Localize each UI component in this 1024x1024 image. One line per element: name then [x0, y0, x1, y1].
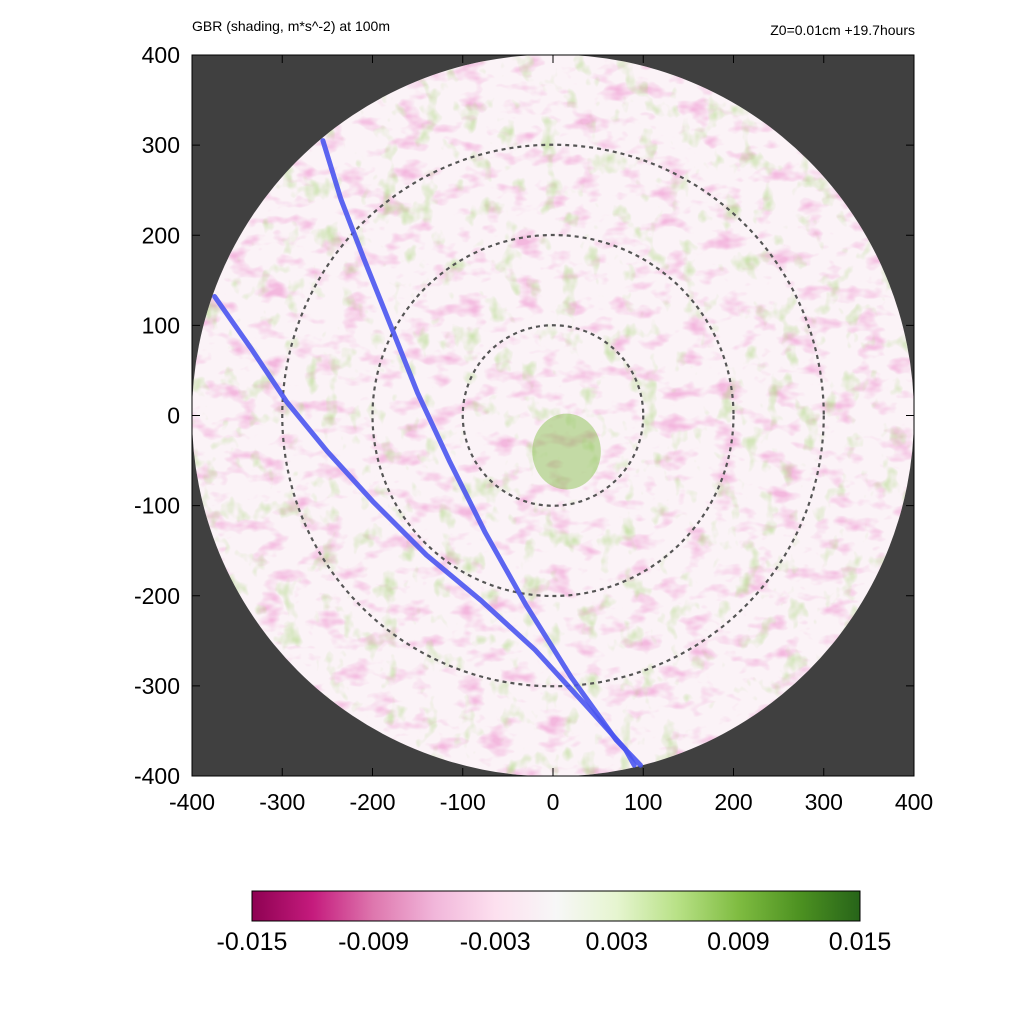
x-tick-label: -400 [169, 789, 215, 815]
y-tick-label: -400 [134, 763, 180, 789]
x-tick-label: -300 [259, 789, 305, 815]
x-tick-label: 400 [895, 789, 933, 815]
y-tick-label: -200 [134, 583, 180, 609]
y-tick-label: 100 [142, 312, 180, 338]
x-tick-label: 100 [624, 789, 662, 815]
y-tick-label: 0 [167, 403, 180, 429]
chart-subtitle: Z0=0.01cm +19.7hours [770, 22, 915, 38]
x-tick-label: 200 [714, 789, 752, 815]
x-tick-label: 300 [805, 789, 843, 815]
y-tick-label: 300 [142, 132, 180, 158]
colorbar-tick-label: -0.009 [338, 928, 409, 956]
y-tick-label: -100 [134, 493, 180, 519]
track-line [320, 138, 643, 768]
colorbar [251, 890, 861, 922]
track-line [212, 294, 637, 768]
range-ring [371, 233, 735, 598]
colorbar-tick-label: 0.003 [586, 928, 649, 956]
y-tick-label: 400 [142, 42, 180, 68]
range-ring [461, 324, 645, 507]
colorbar-tick-label: -0.015 [217, 928, 288, 956]
core-shading [532, 413, 601, 490]
colorbar-tick-label: 0.009 [707, 928, 770, 956]
positive-shading [192, 55, 914, 776]
range-ring [281, 143, 825, 688]
x-tick-label: -200 [349, 789, 395, 815]
y-tick-label: 200 [142, 222, 180, 248]
colorbar-tick-label: -0.003 [460, 928, 531, 956]
colorbar-tick-label: 0.015 [829, 928, 892, 956]
x-tick-label: 0 [547, 789, 560, 815]
chart-title: GBR (shading, m*s^-2) at 100m [192, 18, 390, 34]
shading-field [192, 55, 914, 776]
y-tick-label: -300 [134, 673, 180, 699]
x-tick-label: -100 [440, 789, 486, 815]
